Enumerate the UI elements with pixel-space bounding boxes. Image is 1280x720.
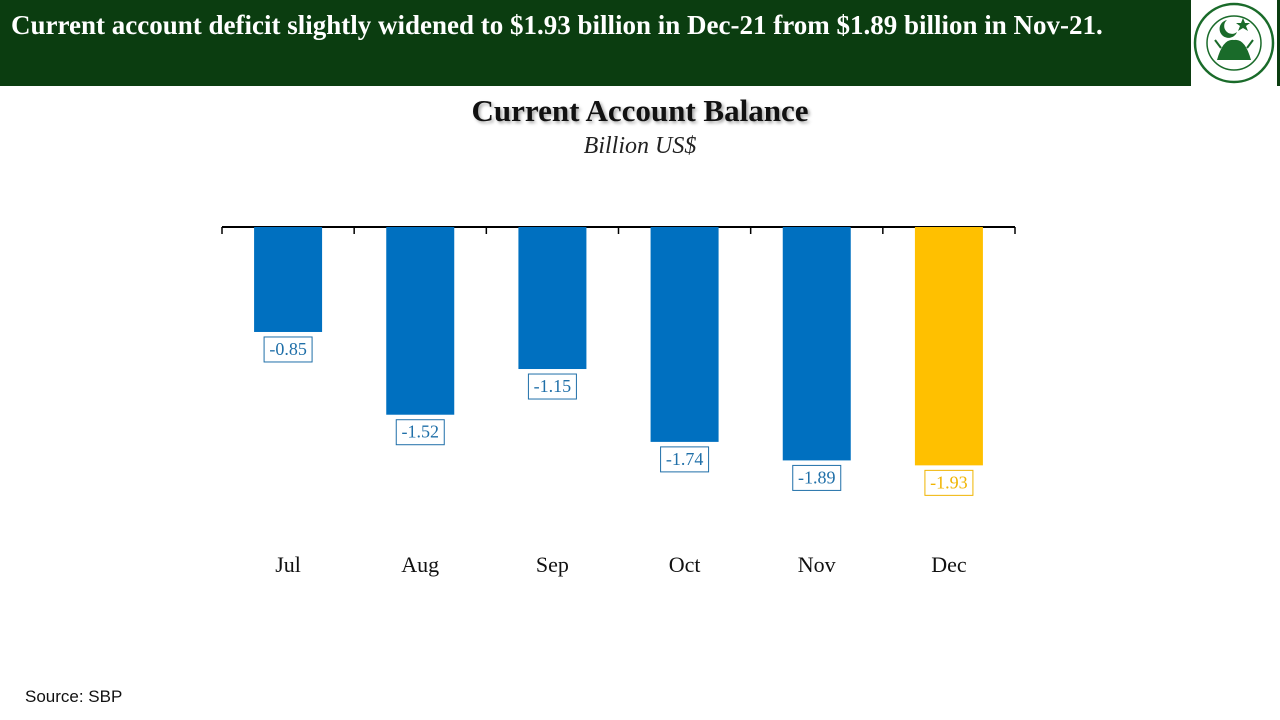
chart-subtitle: Billion US$ [583,133,697,159]
category-label: Dec [931,552,967,577]
data-label-box [395,419,445,446]
data-label-box [792,464,842,491]
data-label: -1.93 [930,472,968,492]
category-label: Jul [275,552,301,577]
bar-oct [650,227,719,442]
header-banner: Current account deficit slightly widened… [0,0,1280,86]
bar-dec [914,227,983,466]
state-bank-logo-icon [1193,2,1275,84]
data-label-box [660,446,710,473]
bar-aug [386,227,455,415]
chart-title: Current Account Balance [471,93,809,128]
data-label: -1.52 [402,422,440,442]
category-label: Nov [798,552,836,577]
data-label: -1.15 [534,376,572,396]
headline: Current account deficit slightly widened… [11,10,1103,40]
data-label: -1.89 [798,467,836,487]
category-label: Aug [401,552,439,577]
state-bank-logo [1191,0,1277,86]
source-note: Source: SBP [25,687,123,706]
data-label: -0.85 [269,339,307,359]
bar-sep [518,227,587,370]
data-label: -1.74 [666,449,704,469]
category-label: Sep [536,552,569,577]
data-label-box [263,336,313,363]
category-label: Oct [669,552,701,577]
bar-jul [254,227,323,332]
data-label-box [924,469,974,496]
bar-nov [782,227,851,461]
bar-chart: -0.85 Jul -1.52 Aug -1.15 Sep -1.74 Oct -1.89 Nov… [221,226,1016,577]
data-label-box [527,373,577,400]
